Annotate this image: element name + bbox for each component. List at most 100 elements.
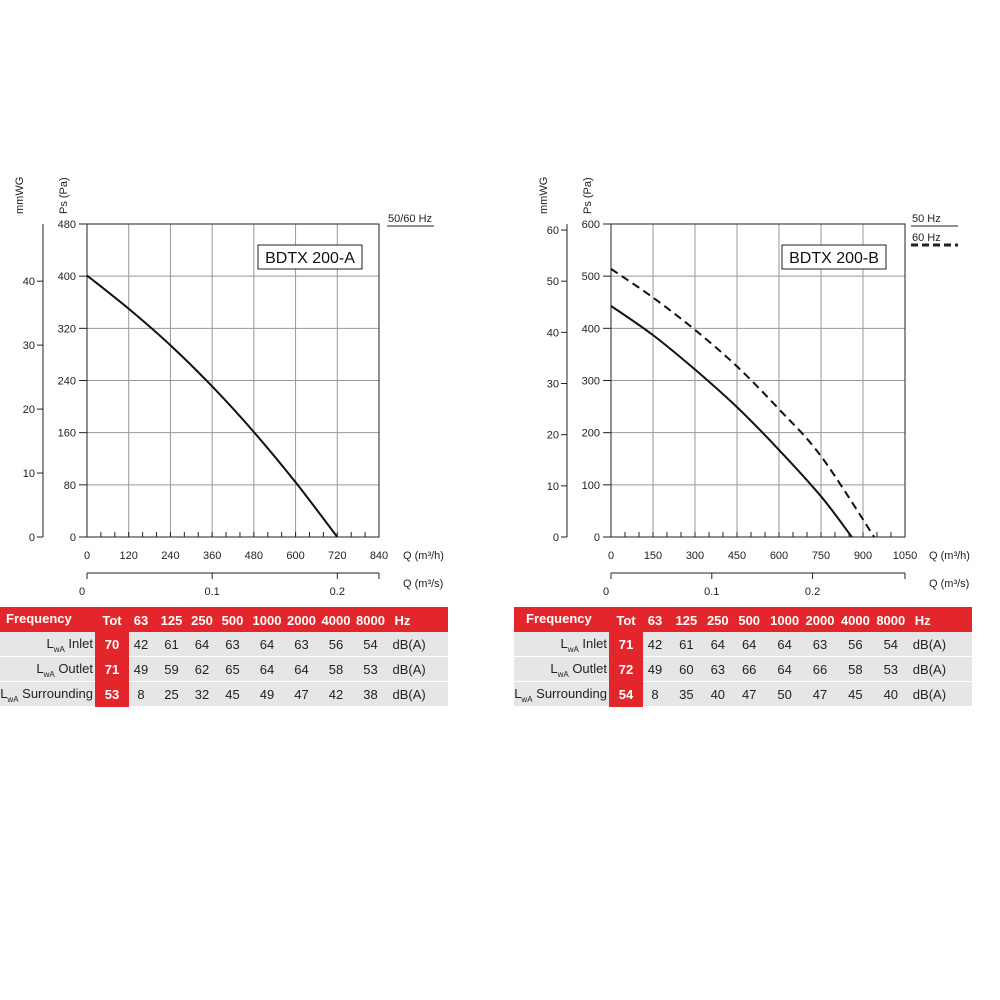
row-label: LwA Surrounding bbox=[514, 686, 607, 704]
y-tick-label: 80 bbox=[64, 480, 76, 492]
band-value: 35 bbox=[679, 687, 693, 702]
tot-value: 71 bbox=[105, 662, 119, 677]
band-value: 50 bbox=[777, 687, 791, 702]
band-value: 8 bbox=[137, 687, 144, 702]
chart-title-box bbox=[781, 244, 887, 270]
legend-label: 50/60 Hz bbox=[388, 213, 432, 225]
band-value: 64 bbox=[260, 637, 274, 652]
chart-title-box bbox=[257, 244, 363, 270]
band-value: 38 bbox=[363, 687, 377, 702]
chart-title: BDTX 200-B bbox=[789, 250, 879, 267]
band-value: 64 bbox=[260, 662, 274, 677]
x-tick-label: 120 bbox=[120, 550, 138, 562]
y-tick-label: 0 bbox=[594, 532, 600, 544]
row-unit: dB(A) bbox=[393, 637, 426, 652]
band-value: 63 bbox=[294, 637, 308, 652]
table-header-bar bbox=[0, 607, 448, 632]
band-value: 45 bbox=[848, 687, 862, 702]
x2-tick-label: 0 bbox=[79, 586, 85, 598]
row-label: LwA Outlet bbox=[36, 661, 93, 679]
band-value: 42 bbox=[329, 687, 343, 702]
chart-1: 0 80 160 240 320 400 480 0 10 20 30 40 mmWG Ps (Pa) 0 1… bbox=[14, 177, 444, 598]
band-value: 53 bbox=[884, 662, 898, 677]
x-tick-label: 450 bbox=[728, 550, 746, 562]
x-tick-label: 750 bbox=[812, 550, 830, 562]
band-value: 53 bbox=[363, 662, 377, 677]
y-axis-title: Ps (Pa) bbox=[58, 177, 70, 214]
band-value: 42 bbox=[134, 637, 148, 652]
band-value: 56 bbox=[329, 637, 343, 652]
header-band: 4000 bbox=[322, 613, 351, 628]
band-value: 56 bbox=[848, 637, 862, 652]
header-band: 63 bbox=[134, 613, 148, 628]
header-band: 2000 bbox=[287, 613, 316, 628]
table-row-bg bbox=[514, 657, 972, 681]
band-value: 66 bbox=[742, 662, 756, 677]
y2-tick-label: 30 bbox=[23, 340, 35, 352]
header-frequency: Frequency bbox=[526, 611, 593, 626]
tot-value: 70 bbox=[105, 637, 119, 652]
x-tick-label: 600 bbox=[770, 550, 788, 562]
x-tick-label: 1050 bbox=[893, 550, 917, 562]
header-band: 125 bbox=[161, 613, 183, 628]
band-value: 40 bbox=[711, 687, 725, 702]
band-value: 54 bbox=[363, 637, 377, 652]
band-value: 58 bbox=[329, 662, 343, 677]
y2-tick-label: 0 bbox=[553, 532, 559, 544]
header-band: 500 bbox=[738, 613, 760, 628]
header-band: 63 bbox=[648, 613, 662, 628]
y-tick-label: 0 bbox=[70, 532, 76, 544]
y-tick-label: 300 bbox=[582, 376, 600, 388]
x-tick-label: 360 bbox=[203, 550, 221, 562]
band-value: 61 bbox=[679, 637, 693, 652]
band-value: 61 bbox=[164, 637, 178, 652]
band-value: 42 bbox=[648, 637, 662, 652]
y2-tick-label: 50 bbox=[547, 276, 559, 288]
row-unit: dB(A) bbox=[393, 662, 426, 677]
header-band: 250 bbox=[707, 613, 729, 628]
tot-cell bbox=[609, 681, 643, 707]
y-tick-label: 600 bbox=[582, 219, 600, 231]
band-value: 62 bbox=[195, 662, 209, 677]
header-band: 125 bbox=[676, 613, 698, 628]
y-tick-label: 320 bbox=[58, 323, 76, 335]
x-axis-title: Q (m³/h) bbox=[403, 550, 444, 562]
y2-tick-label: 60 bbox=[547, 225, 559, 237]
tot-cell bbox=[95, 681, 129, 707]
x-tick-label: 480 bbox=[245, 550, 263, 562]
table-row-bg bbox=[0, 657, 448, 681]
row-label: LwA Outlet bbox=[550, 661, 607, 679]
header-band: 250 bbox=[191, 613, 213, 628]
band-value: 66 bbox=[813, 662, 827, 677]
band-value: 63 bbox=[225, 637, 239, 652]
y2-tick-label: 10 bbox=[23, 468, 35, 480]
band-value: 64 bbox=[294, 662, 308, 677]
tot-value: 53 bbox=[105, 687, 119, 702]
x-tick-label: 0 bbox=[608, 550, 614, 562]
band-value: 58 bbox=[848, 662, 862, 677]
header-band: 500 bbox=[222, 613, 244, 628]
row-unit: dB(A) bbox=[393, 687, 426, 702]
header-tot: Tot bbox=[102, 613, 122, 628]
x2-tick-label: 0.2 bbox=[805, 586, 820, 598]
band-value: 47 bbox=[742, 687, 756, 702]
band-value: 47 bbox=[294, 687, 308, 702]
y-tick-label: 500 bbox=[582, 271, 600, 283]
y2-tick-label: 20 bbox=[23, 404, 35, 416]
band-value: 65 bbox=[225, 662, 239, 677]
band-value: 60 bbox=[679, 662, 693, 677]
row-unit: dB(A) bbox=[913, 637, 946, 652]
y2-axis-title: mmWG bbox=[538, 177, 550, 214]
header-band: 8000 bbox=[876, 613, 905, 628]
y2-tick-label: 40 bbox=[547, 327, 559, 339]
y2-tick-label: 10 bbox=[547, 481, 559, 493]
y2-axis-title: mmWG bbox=[14, 177, 26, 214]
band-value: 49 bbox=[260, 687, 274, 702]
row-label: LwA Surrounding bbox=[0, 686, 93, 704]
header-unit: Hz bbox=[395, 613, 411, 628]
x-axis-title: Q (m³/h) bbox=[929, 550, 970, 562]
sound-table-1: Frequency Tot 63 125 250 500 1000 2000 4000 8000 H… bbox=[0, 607, 448, 707]
grid bbox=[610, 223, 906, 538]
x2-tick-label: 0.1 bbox=[205, 586, 220, 598]
